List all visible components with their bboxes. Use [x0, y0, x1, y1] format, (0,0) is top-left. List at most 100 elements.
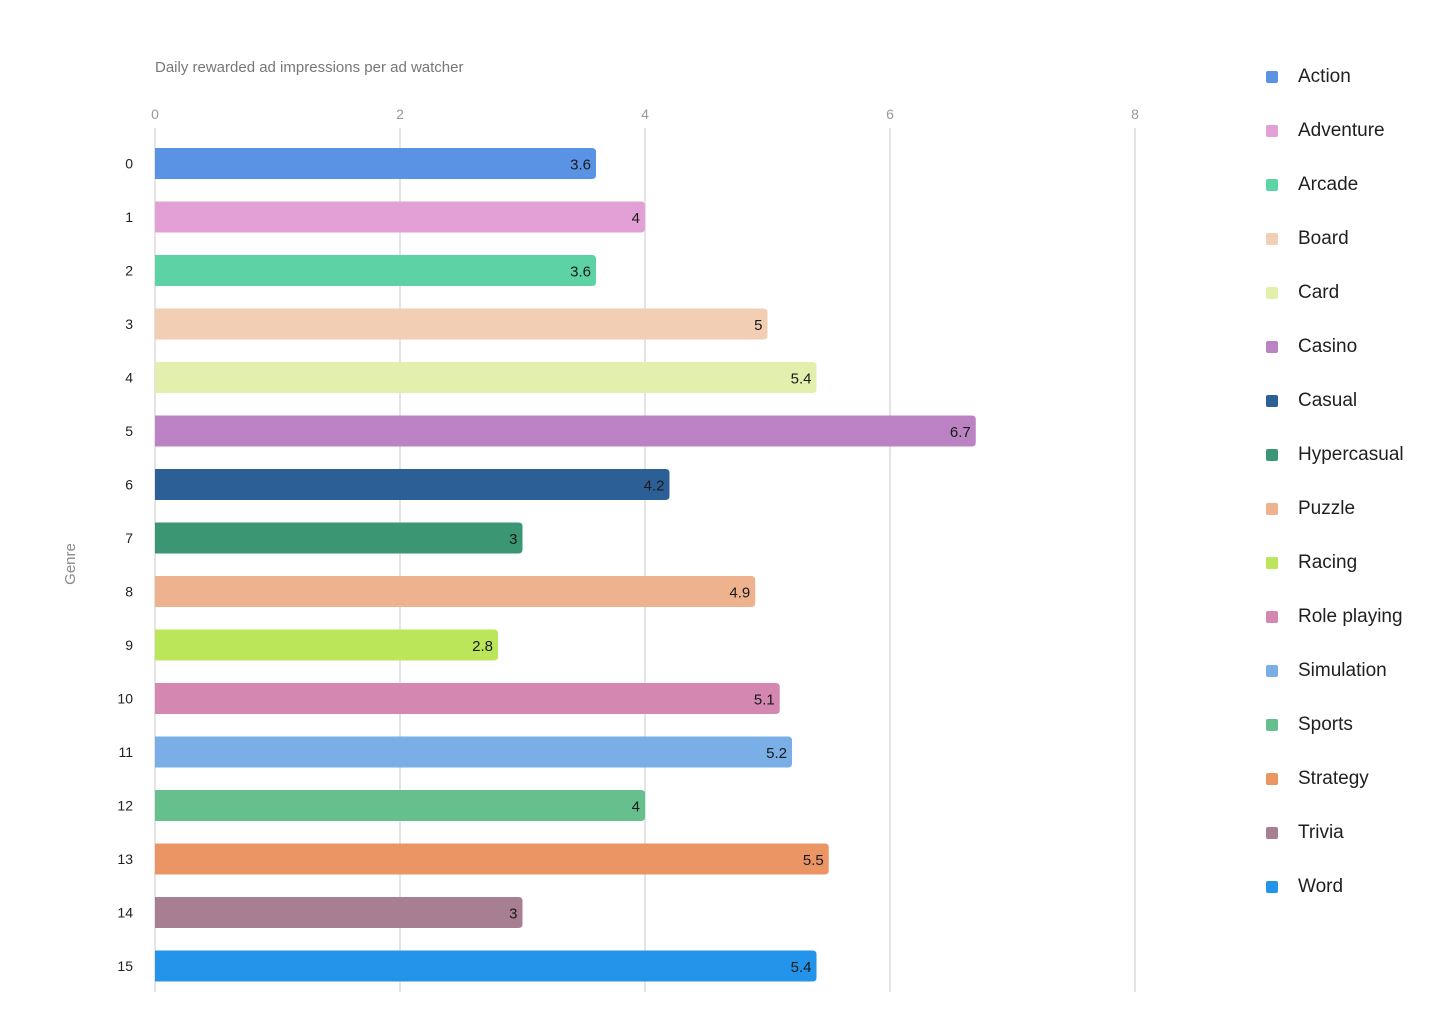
legend-label: Strategy — [1298, 768, 1369, 789]
legend-item: Action — [1266, 64, 1446, 118]
legend-label: Casino — [1298, 336, 1358, 357]
legend-swatch — [1266, 827, 1278, 839]
legend-swatch — [1266, 503, 1278, 515]
legend-label: Board — [1298, 228, 1349, 249]
legend-swatch — [1266, 395, 1278, 407]
bar-12 — [155, 790, 645, 821]
data-label: 5 — [754, 317, 762, 334]
legend-item: Hypercasual — [1266, 442, 1446, 496]
bar-13 — [155, 843, 829, 875]
legend-label: Word — [1298, 876, 1344, 897]
bar-15 — [155, 950, 817, 982]
data-label: 4 — [632, 799, 640, 816]
legend-label: Racing — [1298, 552, 1358, 573]
legend-swatch — [1266, 341, 1278, 353]
bar-0 — [155, 148, 596, 179]
data-label: 4.2 — [644, 478, 665, 495]
legend-label: Adventure — [1298, 120, 1385, 141]
x-axis-ticks: 0 2 4 6 8 — [151, 106, 1139, 122]
data-labels: 3.6 4 3.6 5 5.4 6.7 4.2 3 4.9 2.8 5.1 5.2 4 5.5 3 5.4 — [472, 157, 971, 977]
category-label: 8 — [125, 584, 133, 600]
x-tick-label: 6 — [886, 106, 894, 122]
legend-label: Simulation — [1298, 660, 1387, 681]
data-label: 5.4 — [791, 371, 812, 388]
bar-6 — [155, 469, 670, 500]
legend-label: Casual — [1298, 390, 1358, 411]
x-tick-label: 2 — [396, 106, 404, 122]
data-label: 3.6 — [570, 157, 591, 174]
data-label: 2.8 — [472, 638, 493, 655]
category-label: 12 — [117, 798, 133, 814]
bar-11 — [155, 736, 792, 768]
category-label: 15 — [117, 958, 133, 974]
legend-swatch — [1266, 125, 1278, 137]
bar-14 — [155, 897, 523, 928]
x-tick-label: 4 — [641, 106, 649, 122]
legend-item: Simulation — [1266, 658, 1446, 712]
legend-swatch — [1266, 233, 1278, 245]
data-label: 6.7 — [950, 424, 971, 441]
category-label: 2 — [125, 263, 133, 279]
legend-swatch — [1266, 665, 1278, 677]
bars — [155, 148, 976, 982]
legend-item: Strategy — [1266, 766, 1446, 820]
legend-item: Casino — [1266, 334, 1446, 388]
legend-swatch — [1266, 719, 1278, 731]
legend-swatch — [1266, 287, 1278, 299]
category-label: 13 — [117, 851, 133, 867]
bar-4 — [155, 362, 817, 393]
legend-label: Card — [1298, 282, 1340, 303]
legend-item: Card — [1266, 280, 1446, 334]
legend-label: Action — [1298, 66, 1351, 87]
legend-label: Puzzle — [1298, 498, 1356, 519]
legend-swatch — [1266, 449, 1278, 461]
bar-5 — [155, 415, 976, 447]
data-label: 3 — [509, 531, 517, 548]
legend-item: Racing — [1266, 550, 1446, 604]
bar-2 — [155, 255, 596, 286]
category-label: 11 — [118, 744, 133, 760]
legend-label: Trivia — [1298, 822, 1344, 843]
category-label: 6 — [125, 477, 133, 493]
data-label: 5.5 — [803, 852, 824, 869]
category-label: 1 — [125, 209, 133, 225]
bar-1 — [155, 201, 645, 233]
legend-item: Puzzle — [1266, 496, 1446, 550]
x-tick-label: 0 — [151, 106, 159, 122]
legend-item: Sports — [1266, 712, 1446, 766]
legend-item: Casual — [1266, 388, 1446, 442]
legend-item: Word — [1266, 874, 1446, 928]
data-label: 4 — [632, 210, 640, 227]
legend-item: Arcade — [1266, 172, 1446, 226]
legend-label: Arcade — [1298, 174, 1359, 195]
bar-9 — [155, 629, 498, 661]
data-label: 5.1 — [754, 692, 775, 709]
legend-swatch — [1266, 773, 1278, 785]
legend-swatch — [1266, 71, 1278, 83]
bar-10 — [155, 683, 780, 714]
legend-label: Role playing — [1298, 606, 1403, 627]
data-label: 3 — [509, 906, 517, 923]
category-label: 9 — [125, 637, 133, 653]
data-label: 4.9 — [729, 585, 750, 602]
legend: Action Adventure Arcade Board Card Casino Casu… — [1266, 64, 1446, 928]
bar-8 — [155, 576, 756, 607]
legend-item: Board — [1266, 226, 1446, 280]
data-label: 5.2 — [766, 745, 787, 762]
legend-swatch — [1266, 611, 1278, 623]
legend-item: Adventure — [1266, 118, 1446, 172]
x-tick-label: 8 — [1131, 106, 1139, 122]
category-label: 10 — [117, 691, 133, 707]
category-label: 14 — [117, 905, 133, 921]
legend-label: Hypercasual — [1298, 444, 1404, 465]
legend-swatch — [1266, 179, 1278, 191]
category-label: 0 — [125, 156, 133, 172]
category-label: 3 — [125, 316, 133, 332]
bar-3 — [155, 308, 768, 340]
category-label: 7 — [125, 530, 133, 546]
legend-swatch — [1266, 557, 1278, 569]
data-label: 5.4 — [791, 959, 812, 976]
